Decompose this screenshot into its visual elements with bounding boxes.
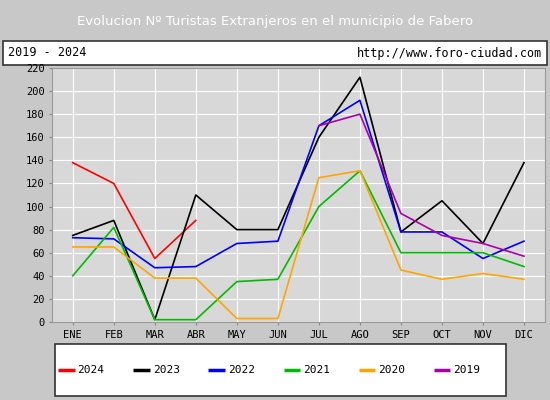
- FancyBboxPatch shape: [3, 41, 547, 65]
- Text: 2022: 2022: [228, 365, 255, 375]
- Text: 2019 - 2024: 2019 - 2024: [8, 46, 87, 60]
- Text: 2020: 2020: [378, 365, 405, 375]
- Text: 2019: 2019: [453, 365, 480, 375]
- Text: Evolucion Nº Turistas Extranjeros en el municipio de Fabero: Evolucion Nº Turistas Extranjeros en el …: [77, 14, 473, 28]
- Text: http://www.foro-ciudad.com: http://www.foro-ciudad.com: [356, 46, 542, 60]
- FancyBboxPatch shape: [55, 344, 506, 396]
- Text: 2023: 2023: [153, 365, 180, 375]
- Text: 2024: 2024: [78, 365, 104, 375]
- Text: 2021: 2021: [303, 365, 330, 375]
